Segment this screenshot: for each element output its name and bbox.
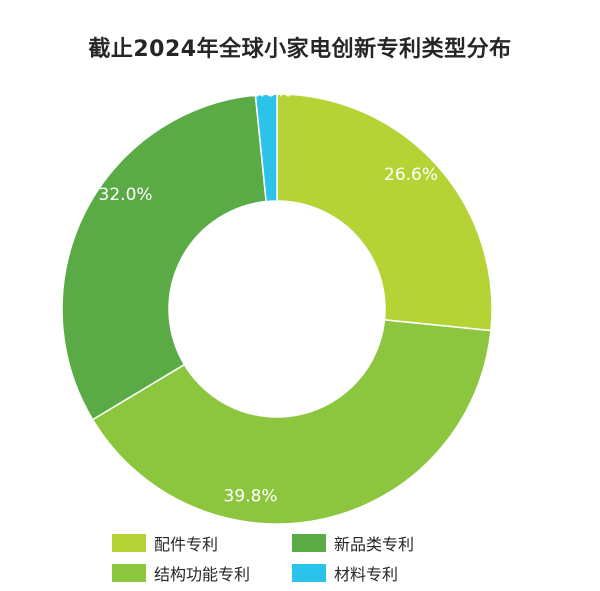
slice-label-1: 26.6% (384, 165, 438, 185)
donut-slice-1 (276, 93, 493, 332)
slice-label-2: 39.8% (224, 487, 278, 507)
donut-slice-3 (61, 94, 267, 421)
chart-legend: 配件专利 新品类专利结构功能专利 材料专利 (112, 532, 432, 588)
slice-label-4: 1.6% (249, 82, 292, 102)
legend-swatch (292, 534, 326, 552)
legend-item-1: 配件专利 (112, 532, 218, 554)
donut-slice-2 (91, 319, 492, 525)
donut-slices (61, 93, 493, 525)
legend-swatch (112, 534, 146, 552)
legend-item-2: 新品类专利 (292, 532, 414, 554)
legend-swatch (112, 564, 146, 582)
legend-label: 结构功能专利 (154, 565, 251, 584)
chart-title: 截止2024年全球小家电创新专利类型分布 (88, 37, 512, 62)
legend-label: 配件专利 (154, 535, 219, 554)
slice-label-3: 32.0% (99, 185, 153, 205)
donut-slice-4 (254, 93, 278, 203)
legend-label: 新品类专利 (334, 535, 415, 554)
legend-swatch (292, 564, 326, 582)
donut-labels: 26.6% 39.8% 32.0% 1.6% (99, 82, 438, 507)
legend-item-3: 结构功能专利 (112, 562, 250, 584)
legend-item-4: 材料专利 (292, 562, 398, 584)
legend-label: 材料专利 (334, 565, 399, 584)
